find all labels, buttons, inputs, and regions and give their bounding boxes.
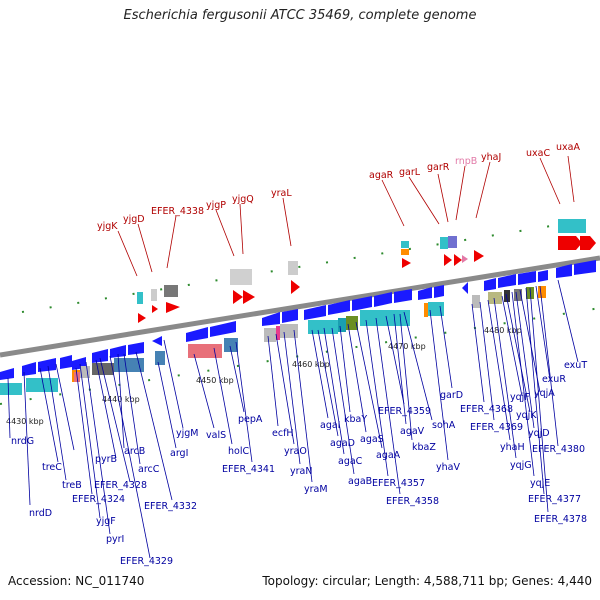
gene-label-yjgQ: yjgQ [232, 194, 254, 205]
gene-label-kbaZ: kbaZ [412, 442, 436, 453]
forward-gene-features [137, 219, 596, 323]
gene-label-arcC: arcC [138, 464, 160, 475]
gene-label-valS: valS [206, 430, 226, 441]
gene-label-agaB: agaB [348, 476, 372, 487]
gene-label-yraM: yraM [304, 484, 328, 495]
page-title: Escherichia fergusonii ATCC 35469, compl… [123, 8, 477, 23]
forward-label-text: yjgK yjgD EFER_4338 yjgP yjgQ yraL agaR … [97, 142, 580, 232]
gene-label-yqjK: yqjK [516, 410, 537, 421]
gene-label-EFER_4338: EFER_4338 [151, 206, 204, 217]
gene-label-rnpB: rnpB [455, 156, 477, 167]
gene-label-yjgP: yjgP [206, 200, 226, 211]
gene-label-EFER_4341: EFER_4341 [222, 464, 275, 475]
gene-label-agaR: agaR [369, 170, 394, 181]
gene-label-pepA: pepA [238, 414, 263, 425]
gene-label-yraL: yraL [271, 188, 292, 199]
gene-label-agaS: agaS [360, 434, 384, 445]
reverse-gene-features [0, 260, 596, 395]
gene-label-EFER_4329: EFER_4329 [120, 556, 173, 567]
gene-label-kbaY: kbaY [344, 414, 367, 425]
gene-label-treC: treC [42, 462, 62, 473]
gene-label-uxaA: uxaA [556, 142, 580, 153]
gene-label-agaI: agaI [320, 420, 340, 431]
gene-label-pyrB: pyrB [95, 454, 117, 465]
gene-label-garR: garR [427, 162, 450, 173]
genome-backbone [0, 255, 600, 358]
gene-label-yhaH: yhaH [500, 442, 525, 453]
gene-label-ecfH: ecfH [272, 428, 294, 439]
reverse-label-text: nrdG nrdD treC treB EFER_4324 yjgF pyrI … [11, 360, 587, 567]
gene-label-nrdD: nrdD [29, 508, 52, 519]
gene-label-pyrI: pyrI [106, 534, 124, 545]
gene-label-garL: garL [399, 167, 421, 178]
forward-gene-labels [117, 155, 575, 277]
gene-label-yhaV: yhaV [436, 462, 460, 473]
gene-label-exuT: exuT [564, 360, 587, 371]
tick-label-4470: 4470 kbp [388, 342, 426, 351]
gene-label-garD: garD [440, 390, 463, 401]
upper-dotted-track [21, 217, 600, 313]
gene-label-yqjA: yqjA [534, 388, 555, 399]
gene-label-yjgF: yjgF [96, 516, 116, 527]
gene-label-agaD: agaD [330, 438, 355, 449]
gene-label-EFER_4332: EFER_4332 [144, 501, 197, 512]
gene-label-yraN: yraN [290, 466, 312, 477]
gene-label-nrdG: nrdG [11, 436, 34, 447]
gene-label-yqjE: yqjE [530, 478, 550, 489]
gene-label-agaA: agaA [376, 450, 401, 461]
gene-label-EFER_4368: EFER_4368 [460, 404, 513, 415]
tick-label-4450: 4450 kbp [196, 376, 234, 385]
gene-label-yraO: yraO [284, 446, 307, 457]
tick-label-4480: 4480 kbp [484, 326, 522, 335]
gene-label-yjgD: yjgD [123, 214, 145, 225]
gene-label-arcB: arcB [124, 446, 145, 457]
gene-label-EFER_4359: EFER_4359 [378, 406, 431, 417]
gene-label-yqjD: yqjD [528, 428, 550, 439]
gene-label-treB: treB [62, 480, 82, 491]
gene-label-agaC: agaC [338, 456, 363, 467]
gene-label-sohA: sohA [432, 420, 456, 431]
gene-label-EFER_4358: EFER_4358 [386, 496, 439, 507]
gene-label-yjgM: yjgM [176, 428, 199, 439]
gene-label-yjgK: yjgK [97, 221, 118, 232]
gene-label-yqjF: yqjF [510, 392, 530, 403]
gene-label-yqjG: yqjG [510, 460, 532, 471]
accession-text: Accession: NC_011740 [8, 574, 145, 588]
gene-label-EFER_4377: EFER_4377 [528, 494, 581, 505]
tick-label-4460: 4460 kbp [292, 360, 330, 369]
topology-text: Topology: circular; Length: 4,588,711 bp… [262, 574, 592, 588]
gene-label-EFER_4324: EFER_4324 [72, 494, 125, 505]
gene-label-holC: holC [228, 446, 249, 457]
tick-label-4430: 4430 kbp [6, 417, 44, 426]
gene-label-agaV: agaV [400, 426, 425, 437]
reverse-gene-leaders [7, 279, 579, 559]
gene-label-exuR: exuR [542, 374, 566, 385]
gene-label-EFER_4357: EFER_4357 [372, 478, 425, 489]
gene-label-EFER_4380: EFER_4380 [532, 444, 585, 455]
gene-label-EFER_4378: EFER_4378 [534, 514, 587, 525]
gene-label-uxaC: uxaC [526, 148, 550, 159]
gene-label-argI: argI [170, 448, 188, 459]
gene-label-EFER_4328: EFER_4328 [94, 480, 147, 491]
gene-label-yhaJ: yhaJ [481, 152, 501, 163]
gene-label-EFER_4369: EFER_4369 [470, 422, 523, 433]
